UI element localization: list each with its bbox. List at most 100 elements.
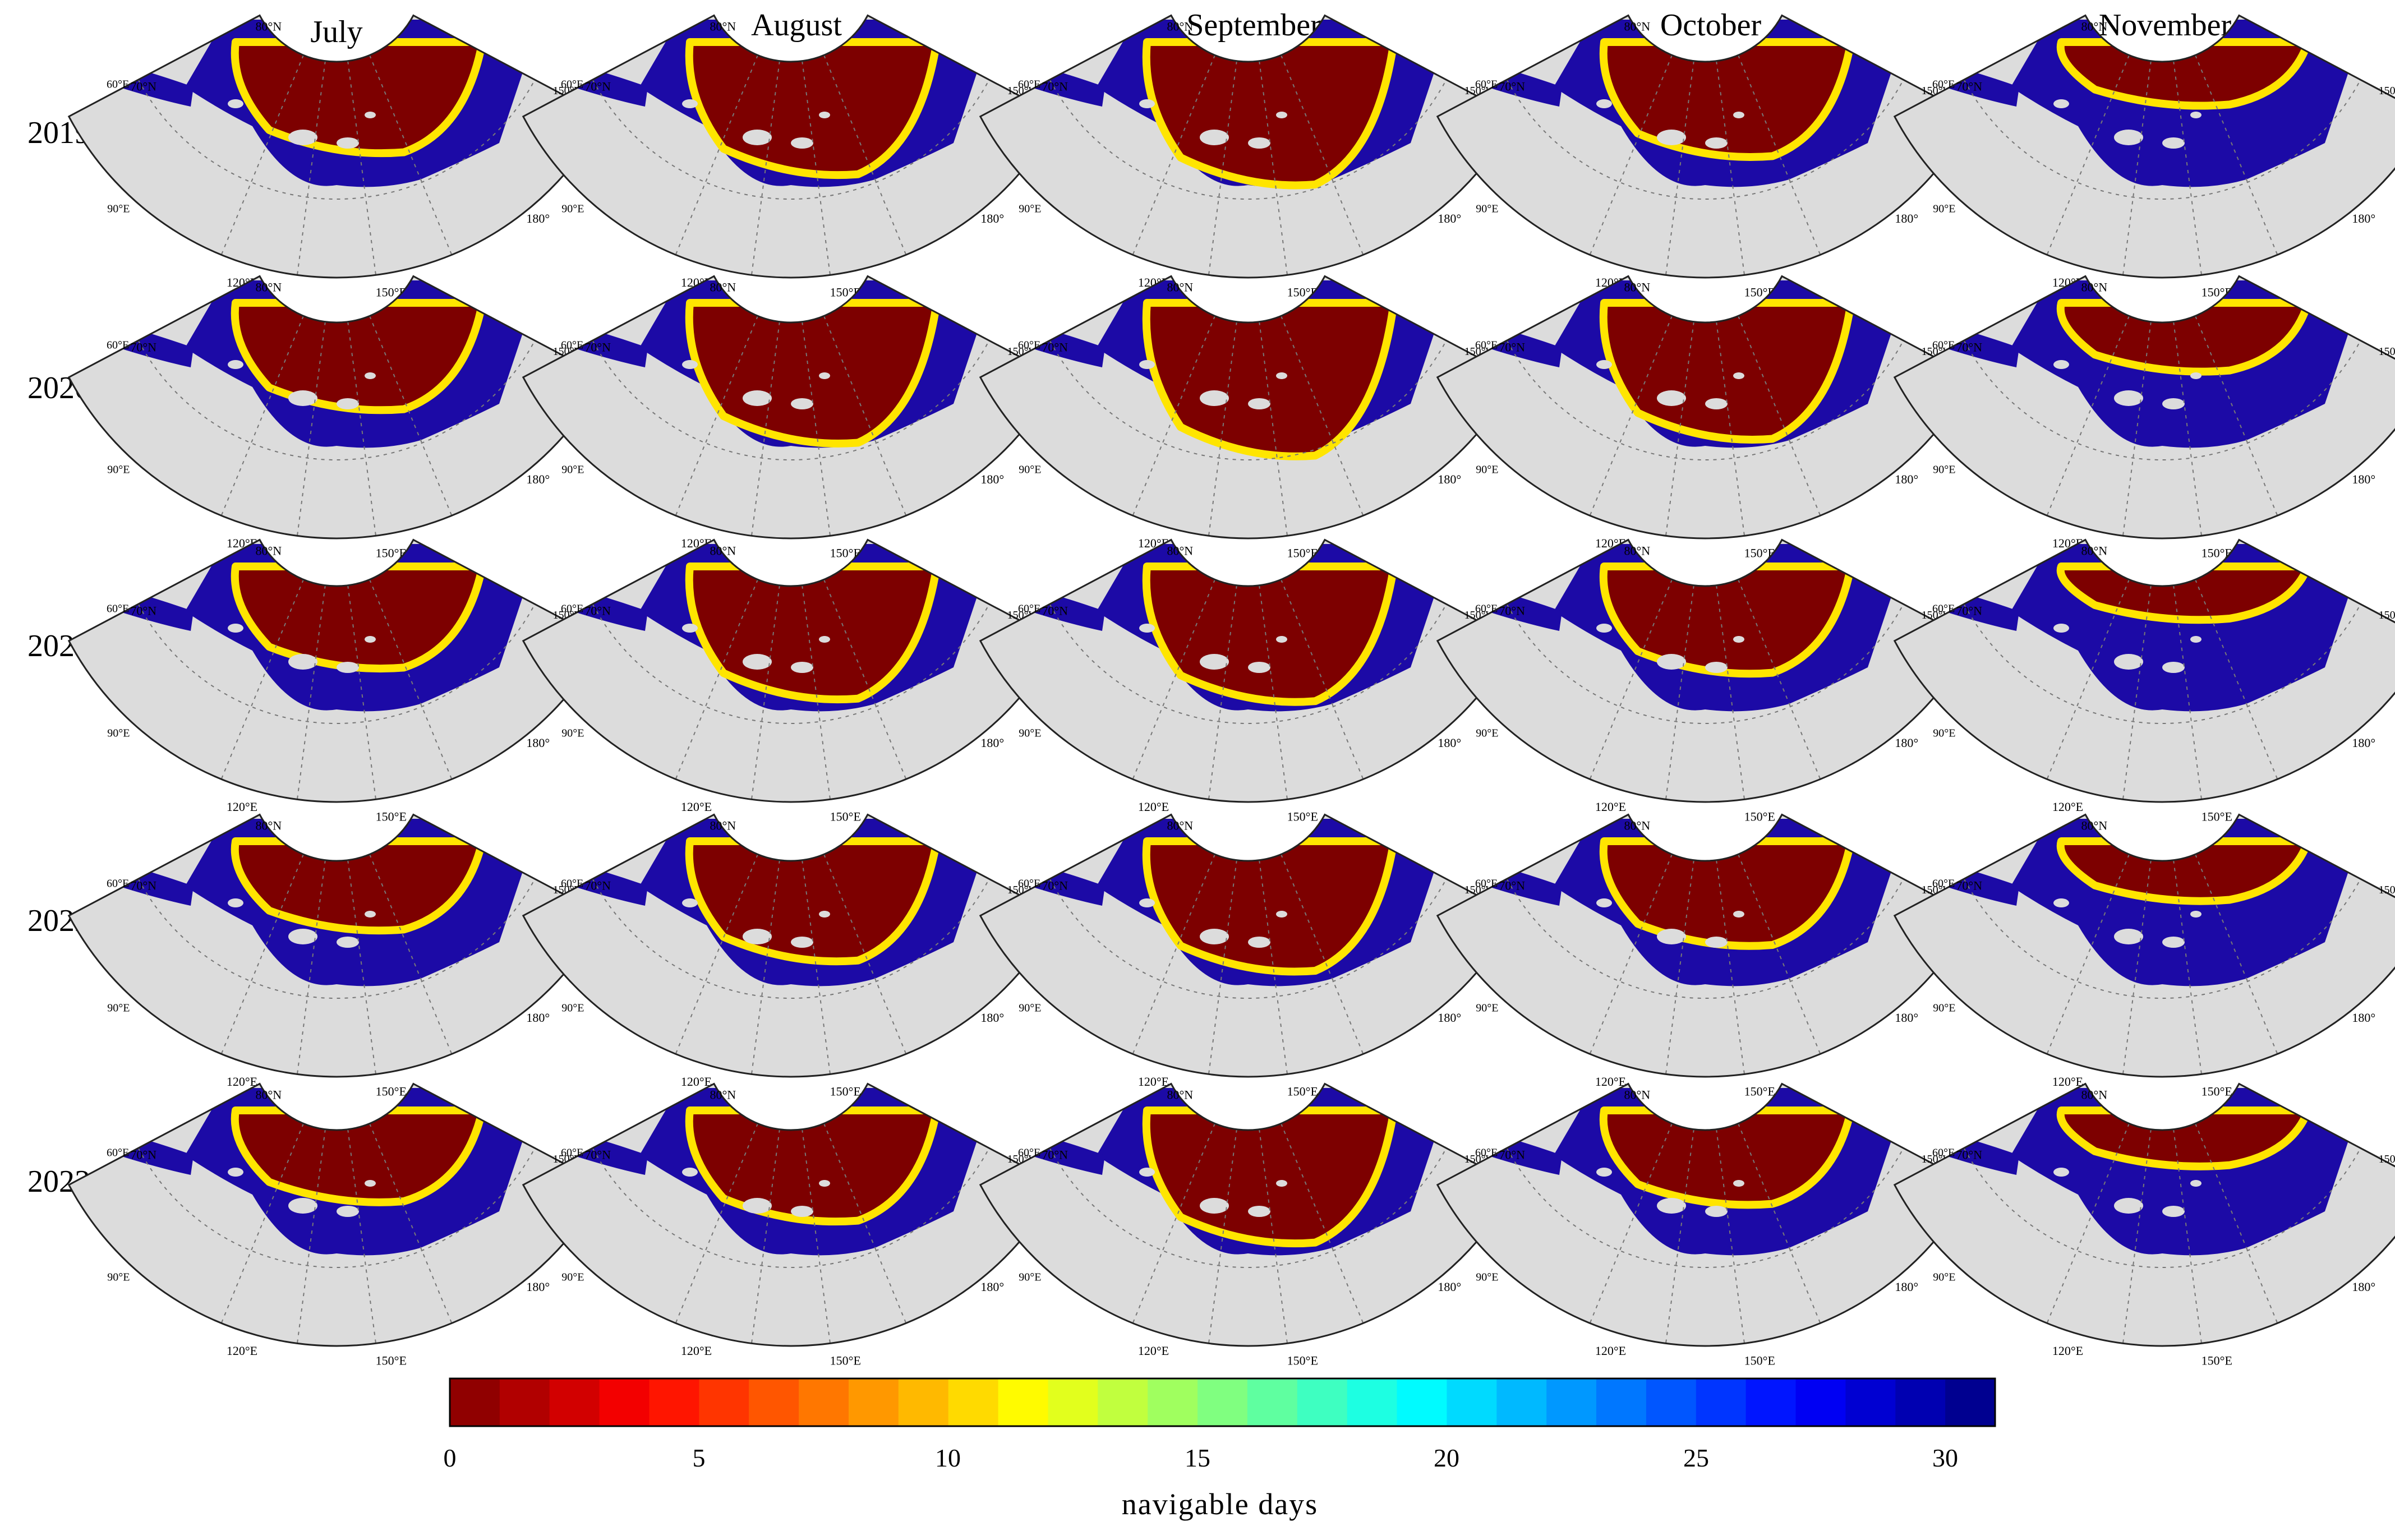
lon-60e-label: 60°E [1932,339,1955,352]
map-panel-2021-november: 70°N 80°N 60°E 90°E 120°E 150°E 180° 150°W [1893,538,2395,824]
lon-150w-label: 150°W [2379,345,2395,358]
lon-180-label: 180° [2352,472,2375,486]
month-headers: July August September October November [310,8,2231,49]
lon-60e-label: 60°E [107,79,129,91]
lon-60e-label: 60°E [561,603,583,615]
lat-70n-label: 70°N [1499,603,1525,617]
lat-70n-label: 70°N [1042,79,1068,93]
lon-150w-label: 150°W [2379,1153,2395,1165]
lon-120e-label: 120°E [681,1344,712,1358]
lat-80n-label: 80°N [1167,1088,1193,1102]
lon-150e-label: 150°E [376,1085,407,1099]
lon-120e-label: 120°E [227,1344,257,1358]
lon-120e-label: 120°E [1595,800,1626,814]
lon-180-label: 180° [980,1280,1004,1294]
lon-60e-label: 60°E [1475,79,1498,91]
lon-180-label: 180° [2352,1011,2375,1025]
lat-70n-label: 70°N [584,340,611,354]
lat-80n-label: 80°N [1624,819,1650,833]
lon-60e-label: 60°E [1932,603,1955,615]
lon-150e-label: 150°E [1287,810,1318,824]
lon-60e-label: 60°E [107,603,129,615]
colorbar-swatch [1646,1378,1697,1426]
colorbar-swatch [1745,1378,1797,1426]
lon-180-label: 180° [1895,1011,1918,1025]
lon-90e-label: 90°E [1019,203,1041,215]
colorbar-swatch [1795,1378,1846,1426]
lat-70n-label: 70°N [584,603,611,617]
lat-70n-label: 70°N [1042,603,1068,617]
lat-70n-label: 70°N [584,878,611,892]
lon-90e-label: 90°E [561,1271,584,1284]
colorbar-swatch [1397,1378,1448,1426]
lon-90e-label: 90°E [561,727,584,740]
lat-80n-label: 80°N [710,20,736,34]
lat-80n-label: 80°N [1624,20,1650,34]
colorbar-swatch [1198,1378,1248,1426]
lon-180-label: 180° [980,1011,1004,1025]
lat-80n-label: 80°N [2081,544,2107,558]
lat-80n-label: 80°N [1167,819,1193,833]
lat-80n-label: 80°N [255,819,282,833]
lon-90e-label: 90°E [1476,464,1498,476]
lon-60e-label: 60°E [1018,1147,1040,1159]
lon-90e-label: 90°E [1476,727,1498,740]
lon-90e-label: 90°E [107,464,130,476]
lon-90e-label: 90°E [1933,1002,1955,1015]
colorbar-swatch [1945,1378,1996,1426]
lon-180-label: 180° [2352,736,2375,750]
lat-70n-label: 70°N [1956,878,1982,892]
colorbar-frame [449,1377,1996,1427]
lon-60e-label: 60°E [561,339,583,352]
lon-180-label: 180° [1895,211,1918,225]
lon-120e-label: 120°E [681,800,712,814]
lon-60e-label: 60°E [107,878,129,890]
lon-120e-label: 120°E [1595,1075,1626,1089]
lon-150e-label: 150°E [376,810,407,824]
map-panel-2022-november: 70°N 80°N 60°E 90°E 120°E 150°E 180° 150°W [1893,813,2395,1099]
lon-90e-label: 90°E [1019,464,1041,476]
lon-150e-label: 150°E [376,1354,407,1368]
lon-90e-label: 90°E [107,727,130,740]
lat-80n-label: 80°N [255,20,282,34]
lon-150e-label: 150°E [830,1354,861,1368]
lat-70n-label: 70°N [1499,878,1525,892]
lon-60e-label: 60°E [107,1147,129,1159]
lon-120e-label: 120°E [1138,800,1169,814]
lon-60e-label: 60°E [1475,1147,1498,1159]
map-panel-2023-november: 70°N 80°N 60°E 90°E 120°E 150°E 180° 150°W [1893,1082,2395,1368]
lat-70n-label: 70°N [1042,878,1068,892]
lon-180-label: 180° [1438,472,1461,486]
lon-180-label: 180° [1438,1280,1461,1294]
lon-90e-label: 90°E [1476,203,1498,215]
lon-90e-label: 90°E [561,203,584,215]
lon-120e-label: 120°E [1138,1344,1169,1358]
colorbar-tick-30: 30 [1932,1444,1958,1472]
month-header-july: July [310,15,362,49]
colorbar-swatch [1247,1378,1298,1426]
lat-80n-label: 80°N [2081,280,2107,294]
lat-70n-label: 70°N [130,878,156,892]
lat-70n-label: 70°N [1499,1147,1525,1161]
colorbar-swatch [1895,1378,1946,1426]
map-grid: 70°N 80°N 60°E 90°E 120°E 150°E 180° 150°W 70°N 8… [67,14,2395,1368]
lon-180-label: 180° [980,736,1004,750]
lat-70n-label: 70°N [1499,340,1525,354]
lat-70n-label: 70°N [130,79,156,93]
colorbar-tick-15: 15 [1185,1444,1210,1472]
lat-70n-label: 70°N [130,340,156,354]
lon-90e-label: 90°E [1933,464,1955,476]
lon-150e-label: 150°E [2201,810,2232,824]
lat-80n-label: 80°N [1624,544,1650,558]
lat-80n-label: 80°N [710,280,736,294]
lat-80n-label: 80°N [2081,1088,2107,1102]
lon-120e-label: 120°E [681,1075,712,1089]
lon-60e-label: 60°E [1932,878,1955,890]
lon-180-label: 180° [526,1280,550,1294]
